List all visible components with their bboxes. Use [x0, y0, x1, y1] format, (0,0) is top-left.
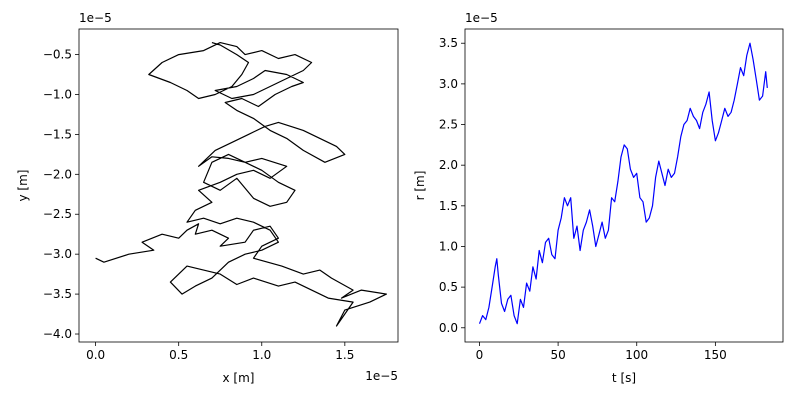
y-tick-label: 2.0 [439, 158, 458, 172]
y-tick-label: 3.5 [439, 36, 458, 50]
x-tick-label: 0 [476, 348, 484, 362]
x-axis-label: t [s] [612, 371, 636, 385]
x-tick-label: 150 [704, 348, 727, 362]
x-axis-label: x [m] [223, 371, 255, 385]
x-tick-label: 1.0 [252, 348, 271, 362]
y-tick-label: 0.5 [439, 280, 458, 294]
x-tick-label: 1.5 [335, 348, 354, 362]
y-tick-label: 1.5 [439, 199, 458, 213]
series-line-0 [95, 41, 387, 327]
distance-vs-time-chart: 0 50 100 150 0.0 0.5 1.0 1.5 2.0 2.5 3.0 3.5 t [s] r … [413, 11, 784, 385]
plot-frame [464, 28, 784, 343]
y-tick-label: −1.5 [43, 127, 72, 141]
y-tick-label: 0.0 [439, 321, 458, 335]
y-tick-label: −1.0 [43, 87, 72, 101]
plot-frame [78, 28, 399, 343]
y-tick-label: 3.0 [439, 77, 458, 91]
y-axis-label: r [m] [413, 171, 427, 201]
y-tick-label: 2.5 [439, 118, 458, 132]
y-tick-label: −2.5 [43, 207, 72, 221]
y-tick-label: −2.0 [43, 167, 72, 181]
x-tick-label: 0.5 [169, 348, 188, 362]
y-tick-label: −4.0 [43, 327, 72, 341]
y-offset-label: 1e−5 [79, 11, 112, 25]
y-axis-label: y [m] [16, 170, 30, 202]
y-tick-label: −3.5 [43, 287, 72, 301]
y-tick-label: −3.0 [43, 247, 72, 261]
x-tick-label: 100 [625, 348, 648, 362]
position-trajectory-chart: 0.0 0.5 1.0 1.5 −4.0 −3.5 −3.0 −2.5 −2.0 −1.5 −1.0… [16, 11, 399, 385]
y-offset-label: 1e−5 [465, 11, 498, 25]
y-tick-label: 1.0 [439, 239, 458, 253]
x-tick-label: 50 [550, 348, 565, 362]
x-tick-label: 0.0 [86, 348, 105, 362]
x-offset-label: 1e−5 [365, 369, 398, 383]
series-line-0 [478, 42, 768, 325]
y-tick-label: −0.5 [43, 48, 72, 62]
